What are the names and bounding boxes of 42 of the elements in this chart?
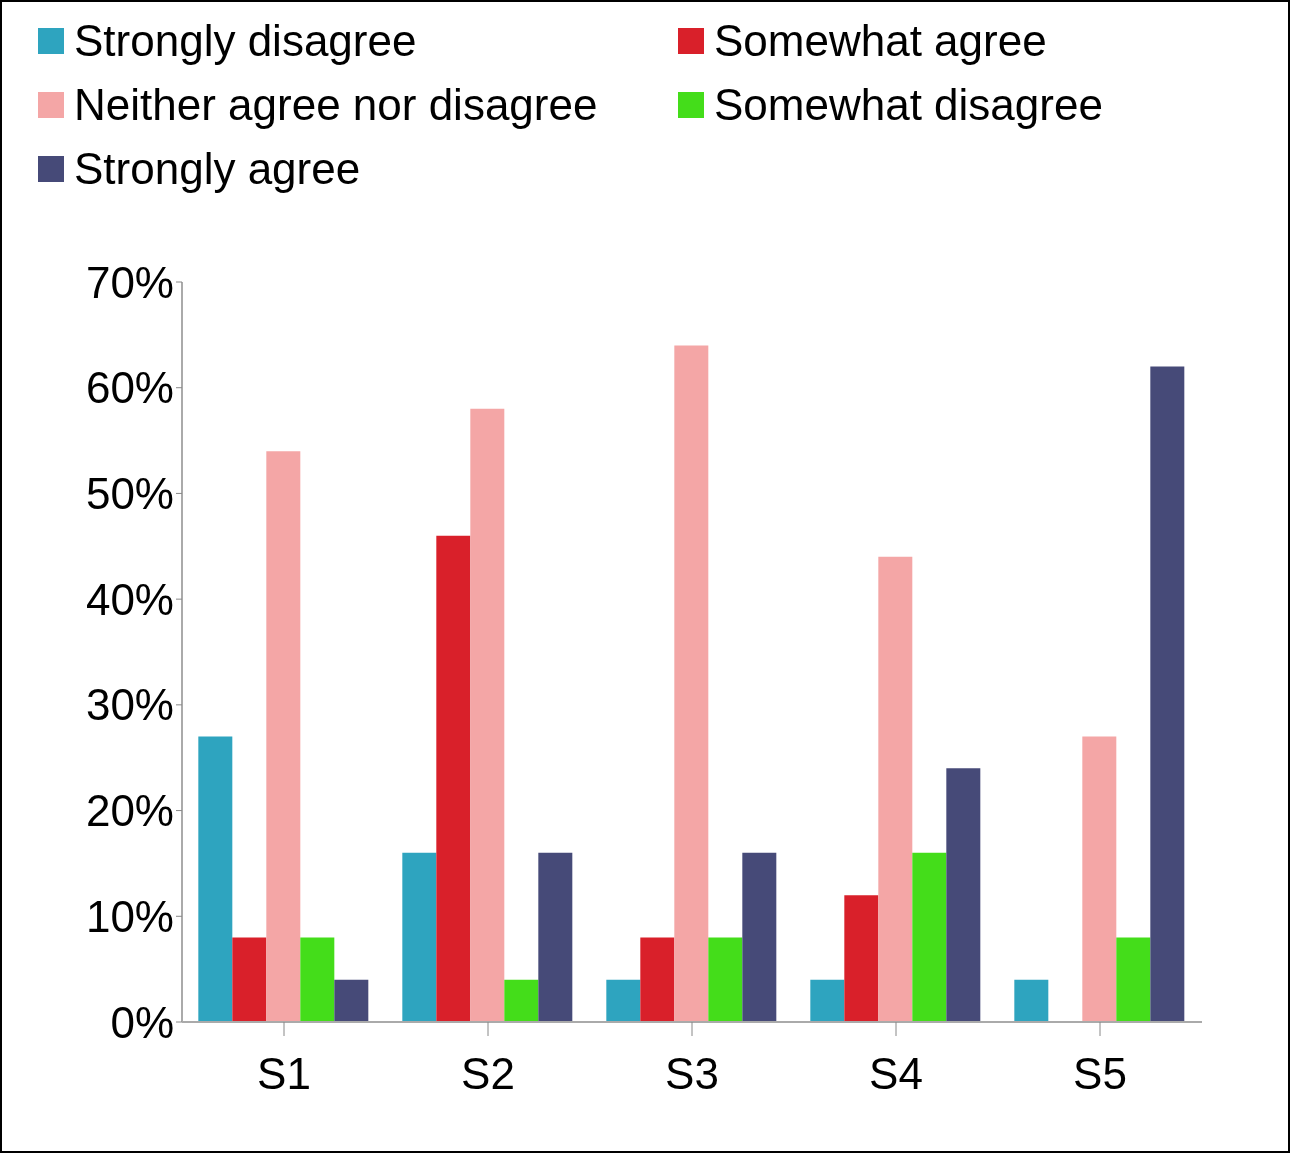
- bar: [946, 768, 981, 1022]
- bar: [266, 451, 301, 1022]
- x-tick-label: S3: [665, 1049, 719, 1099]
- y-tick-label: 20%: [85, 786, 174, 836]
- bar: [470, 408, 505, 1022]
- bar: [402, 852, 437, 1022]
- x-tick-label: S1: [257, 1049, 311, 1099]
- y-tick-label: 10%: [85, 891, 174, 941]
- bar: [708, 937, 743, 1022]
- bar: [742, 852, 777, 1022]
- x-tick-label: S2: [461, 1049, 515, 1099]
- bar: [1116, 937, 1151, 1022]
- legend-label: Strongly agree: [74, 143, 361, 195]
- bar: [1014, 979, 1049, 1022]
- bar: [504, 979, 539, 1022]
- bar: [198, 736, 233, 1022]
- x-tick-label: S5: [1073, 1049, 1127, 1099]
- bar: [878, 556, 913, 1022]
- bar: [1150, 366, 1185, 1022]
- y-tick-label: 40%: [85, 574, 174, 624]
- bar: [232, 937, 267, 1022]
- x-tick-label: S4: [869, 1049, 923, 1099]
- y-tick-label: 50%: [85, 469, 174, 519]
- bar: [912, 852, 947, 1022]
- legend-label: Neither agree nor disagree: [74, 79, 598, 131]
- legend-label: Strongly disagree: [74, 15, 417, 67]
- y-tick-label: 70%: [85, 257, 174, 307]
- y-tick-label: 60%: [85, 363, 174, 413]
- legend-label: Somewhat agree: [714, 15, 1047, 67]
- bar: [300, 937, 335, 1022]
- bar: [436, 535, 471, 1022]
- bar: [606, 979, 641, 1022]
- y-tick-label: 0%: [110, 997, 174, 1047]
- bar: [640, 937, 675, 1022]
- bar: [334, 979, 369, 1022]
- y-tick-label: 30%: [85, 680, 174, 730]
- bar: [538, 852, 573, 1022]
- bar: [1082, 736, 1117, 1022]
- bar: [844, 895, 879, 1022]
- legend-label: Somewhat disagree: [714, 79, 1103, 131]
- bar: [674, 345, 709, 1022]
- bar: [810, 979, 845, 1022]
